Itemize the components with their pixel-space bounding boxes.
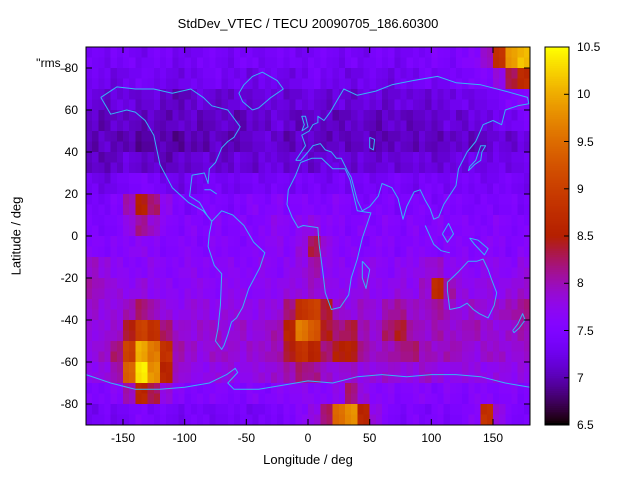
y-tick-label: 20: [64, 187, 78, 201]
chart-title: StdDev_VTEC / TECU 20090705_186.60300: [177, 16, 439, 31]
x-tick-label: 150: [482, 431, 504, 445]
colorbar-tick-label: 10: [577, 87, 591, 102]
colorbar-tick-label: 10.5: [577, 40, 601, 54]
y-tick-label: 0: [71, 229, 78, 243]
x-tick-label: -150: [110, 431, 136, 445]
colorbar-tick-label: 7.5: [577, 323, 594, 338]
y-tick-label: -80: [60, 397, 78, 411]
colorbar-tick-label: 8: [577, 276, 584, 291]
x-tick-label: 0: [304, 431, 312, 445]
x-tick-label: 50: [362, 431, 377, 445]
y-tick-label: 60: [64, 103, 78, 117]
colorbar-tick-label: 6.5: [577, 418, 594, 432]
colorbar-tick-label: 9.5: [577, 134, 594, 149]
heatmap-canvas: [86, 47, 530, 425]
y-tick-label: 80: [64, 61, 78, 75]
x-axis-label: Longitude / deg: [263, 452, 353, 467]
x-tick-label: -100: [172, 431, 197, 445]
rms-annotation: ''rms_: [36, 56, 68, 70]
y-tick-label: -60: [60, 355, 78, 369]
x-tick-label: 100: [421, 431, 442, 445]
colorbar-canvas: [545, 47, 569, 425]
colorbar-tick-label: 9: [577, 181, 584, 196]
y-tick-label: -20: [60, 271, 78, 285]
colorbar-tick-label: 7: [577, 370, 584, 385]
x-tick-label: -50: [237, 431, 255, 445]
y-tick-label: 40: [64, 145, 78, 159]
y-tick-label: -40: [60, 313, 78, 327]
colorbar-tick-label: 8.5: [577, 229, 594, 243]
y-axis-label: Latitude / deg: [8, 196, 24, 276]
